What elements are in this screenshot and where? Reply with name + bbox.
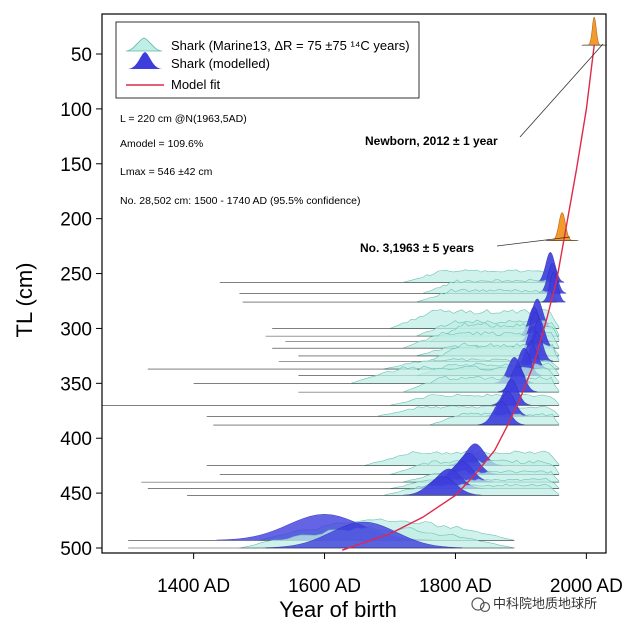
y-tick-label: 250	[60, 265, 92, 286]
shark-modelled-peak	[265, 521, 463, 549]
watermark: 中科院地质地球所	[471, 597, 597, 613]
x-tick-label: 1600 AD	[288, 576, 361, 597]
legend-label-model-fit: Model fit	[171, 77, 221, 92]
reference-shark-peak	[547, 212, 578, 241]
info-shark-28: No. 28,502 cm: 1500 - 1740 AD (95.5% con…	[120, 195, 360, 207]
plot-frame	[101, 13, 607, 554]
shark-distribution	[298, 365, 560, 393]
shark-modelled-peak	[477, 401, 525, 426]
shark-calibrated-area	[416, 288, 558, 303]
reference-shark-peak	[583, 16, 606, 46]
info-amodel: Amodel = 109.6%	[120, 138, 203, 150]
y-tick-label: 50	[71, 45, 92, 66]
legend-box	[115, 21, 420, 99]
legend-label-calibrated: Shark (Marine13, ΔR = 75 ±75 ¹⁴C years)	[171, 38, 410, 53]
y-tick-label: 150	[60, 155, 92, 176]
annotation-no3: No. 3,1963 ± 5 years	[360, 241, 474, 255]
legend-swatch-calibrated	[125, 37, 163, 52]
x-tick-label: 1800 AD	[419, 576, 492, 597]
y-tick-label: 200	[60, 210, 92, 231]
y-axis-label: TL (cm)	[12, 263, 37, 338]
shark-distribution	[242, 271, 566, 303]
x-tick-label: 2000 AD	[550, 576, 623, 597]
shark-calibrated-area	[403, 269, 560, 283]
x-axis-label: Year of birth	[279, 597, 397, 622]
shark-distribution	[128, 521, 515, 549]
x-tick-label: 1400 AD	[157, 576, 230, 597]
wechat-icon-bubble	[479, 601, 491, 613]
model-fit-line	[341, 45, 595, 551]
y-tick-label: 400	[60, 429, 92, 450]
plot-area	[102, 16, 607, 551]
wechat-icon	[471, 597, 485, 611]
legend-label-modelled: Shark (modelled)	[171, 56, 270, 71]
annotation-newborn: Newborn, 2012 ± 1 year	[365, 134, 498, 148]
legend: Shark (Marine13, ΔR = 75 ±75 ¹⁴C years) …	[115, 21, 420, 99]
annotations: Newborn, 2012 ± 1 year No. 3,1963 ± 5 ye…	[360, 43, 604, 255]
shark-modelled-peak	[402, 476, 482, 496]
info-length: L = 220 cm @N(1963,5AD)	[120, 113, 247, 125]
shark-modelled-peak	[491, 379, 531, 406]
info-block: L = 220 cm @N(1963,5AD) Amodel = 109.6% …	[120, 113, 360, 207]
y-tick-label: 300	[60, 319, 92, 340]
y-tick-label: 350	[60, 374, 92, 395]
y-tick-label: 100	[60, 100, 92, 121]
y-tick-label: 450	[60, 484, 92, 505]
x-axis: 1400 AD 1600 AD 1800 AD 2000 AD	[157, 553, 623, 597]
y-axis: 50 100 150 200 250 300 350 400 450 500	[60, 45, 102, 560]
annotation-newborn-leader	[519, 43, 604, 138]
shark-distribution	[102, 379, 560, 406]
y-tick-label: 500	[60, 539, 92, 560]
annotation-no3-leader	[496, 236, 571, 247]
shark-modelled-peak	[541, 271, 566, 303]
info-lmax: Lmax = 546 ±42 cm	[120, 166, 213, 178]
watermark-text: 中科院地质地球所	[493, 597, 597, 612]
legend-swatch-modelled	[127, 52, 163, 69]
reference-shark	[545, 212, 579, 241]
shark-distribution	[187, 476, 560, 496]
shark-calibrated-area	[422, 278, 561, 294]
shark-distribution	[213, 401, 560, 426]
